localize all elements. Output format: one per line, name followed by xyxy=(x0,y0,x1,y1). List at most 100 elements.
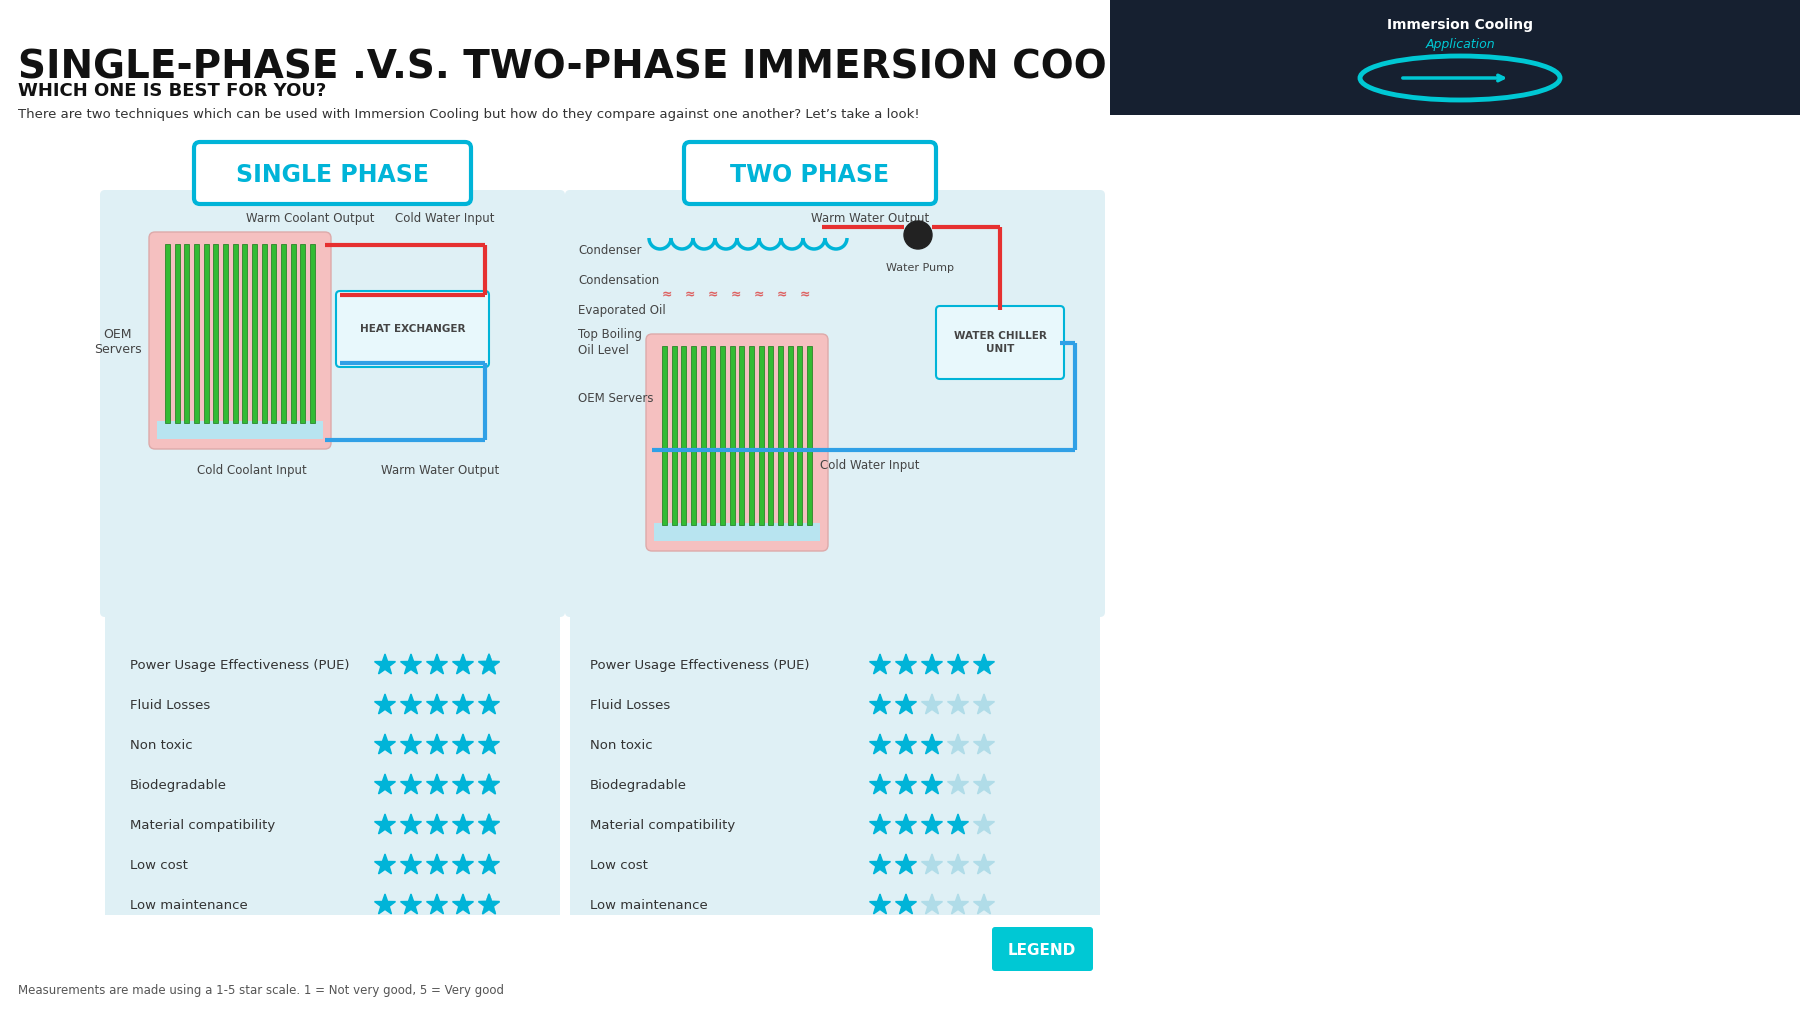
Polygon shape xyxy=(401,774,421,794)
Bar xyxy=(184,244,189,423)
Polygon shape xyxy=(374,774,396,794)
Text: There are two techniques which can be used with Immersion Cooling but how do the: There are two techniques which can be us… xyxy=(18,108,920,121)
Polygon shape xyxy=(974,814,994,834)
Polygon shape xyxy=(427,774,448,794)
Polygon shape xyxy=(947,854,968,874)
Polygon shape xyxy=(869,774,891,794)
Polygon shape xyxy=(479,894,499,914)
Text: Warm Water Output: Warm Water Output xyxy=(810,212,929,225)
Text: Warm Coolant Output: Warm Coolant Output xyxy=(247,212,374,225)
FancyBboxPatch shape xyxy=(646,334,828,551)
Text: Cold Water Input: Cold Water Input xyxy=(396,212,495,225)
Bar xyxy=(281,244,286,423)
Polygon shape xyxy=(427,694,448,714)
Polygon shape xyxy=(452,814,473,834)
Bar xyxy=(272,244,275,423)
Polygon shape xyxy=(922,814,943,834)
Bar xyxy=(671,346,677,525)
Text: Cold Coolant Input: Cold Coolant Input xyxy=(198,464,306,476)
Text: Top Boiling
Oil Level: Top Boiling Oil Level xyxy=(578,327,643,357)
Polygon shape xyxy=(974,654,994,674)
Bar xyxy=(301,244,306,423)
Polygon shape xyxy=(974,734,994,754)
Polygon shape xyxy=(479,774,499,794)
Polygon shape xyxy=(479,654,499,674)
Polygon shape xyxy=(427,894,448,914)
Bar xyxy=(214,244,218,423)
Text: Measurements are made using a 1-5 star scale. 1 = Not very good, 5 = Very good: Measurements are made using a 1-5 star s… xyxy=(18,984,504,997)
Text: Low cost: Low cost xyxy=(130,858,187,871)
Text: Biodegradable: Biodegradable xyxy=(590,779,688,791)
Text: Immersion Cooling: Immersion Cooling xyxy=(1388,18,1534,32)
Polygon shape xyxy=(947,774,968,794)
Text: Low maintenance: Low maintenance xyxy=(130,899,248,912)
Text: Condensation: Condensation xyxy=(578,274,659,287)
FancyBboxPatch shape xyxy=(337,291,490,367)
Text: Water Pump: Water Pump xyxy=(886,263,954,272)
Text: Condenser: Condenser xyxy=(578,243,641,256)
Text: WHICH ONE IS BEST FOR YOU?: WHICH ONE IS BEST FOR YOU? xyxy=(18,82,326,100)
Text: TWO PHASE: TWO PHASE xyxy=(731,163,889,187)
Polygon shape xyxy=(869,894,891,914)
Text: Application: Application xyxy=(1426,38,1494,51)
Polygon shape xyxy=(479,734,499,754)
Text: OEM
Servers: OEM Servers xyxy=(94,328,142,356)
Polygon shape xyxy=(401,814,421,834)
Bar xyxy=(653,523,821,541)
Text: Cold Water Input: Cold Water Input xyxy=(821,459,920,471)
Text: Non toxic: Non toxic xyxy=(130,738,193,752)
Polygon shape xyxy=(452,894,473,914)
Polygon shape xyxy=(922,734,943,754)
Bar xyxy=(720,346,725,525)
Bar xyxy=(571,615,1100,915)
Polygon shape xyxy=(479,854,499,874)
Polygon shape xyxy=(479,694,499,714)
Text: OEM Servers: OEM Servers xyxy=(578,391,653,404)
Polygon shape xyxy=(947,734,968,754)
FancyBboxPatch shape xyxy=(684,142,936,204)
Polygon shape xyxy=(922,774,943,794)
FancyBboxPatch shape xyxy=(149,232,331,449)
Text: ≈: ≈ xyxy=(662,289,671,302)
Bar xyxy=(175,244,180,423)
Polygon shape xyxy=(479,774,499,794)
Polygon shape xyxy=(401,734,421,754)
Bar xyxy=(194,244,198,423)
Polygon shape xyxy=(401,854,421,874)
Bar xyxy=(157,421,322,439)
Text: ≈: ≈ xyxy=(799,289,810,302)
Text: Material compatibility: Material compatibility xyxy=(130,819,275,832)
Polygon shape xyxy=(922,694,943,714)
Polygon shape xyxy=(452,734,473,754)
Polygon shape xyxy=(427,734,448,754)
FancyBboxPatch shape xyxy=(194,142,472,204)
Bar xyxy=(310,244,315,423)
Polygon shape xyxy=(374,854,396,874)
Polygon shape xyxy=(374,694,396,714)
Polygon shape xyxy=(947,694,968,714)
Bar xyxy=(797,346,803,525)
Bar xyxy=(769,346,774,525)
Polygon shape xyxy=(896,814,916,834)
Text: Material compatibility: Material compatibility xyxy=(590,819,734,832)
Text: ≈: ≈ xyxy=(684,289,695,302)
Polygon shape xyxy=(374,654,396,674)
Circle shape xyxy=(904,221,932,249)
Text: ≈: ≈ xyxy=(778,289,787,302)
Bar xyxy=(662,346,666,525)
Text: ≈: ≈ xyxy=(731,289,742,302)
Bar xyxy=(104,615,560,915)
Polygon shape xyxy=(452,694,473,714)
Text: Low maintenance: Low maintenance xyxy=(590,899,707,912)
Polygon shape xyxy=(947,814,968,834)
Text: SINGLE-PHASE .V.S. TWO-PHASE IMMERSION COOLING: SINGLE-PHASE .V.S. TWO-PHASE IMMERSION C… xyxy=(18,48,1211,86)
Polygon shape xyxy=(869,734,891,754)
FancyBboxPatch shape xyxy=(936,306,1064,379)
Text: Fluid Losses: Fluid Losses xyxy=(130,699,211,711)
Bar xyxy=(232,244,238,423)
Bar xyxy=(166,244,169,423)
Text: SINGLE PHASE: SINGLE PHASE xyxy=(236,163,428,187)
FancyBboxPatch shape xyxy=(565,190,1105,617)
Bar xyxy=(806,346,812,525)
Polygon shape xyxy=(401,654,421,674)
